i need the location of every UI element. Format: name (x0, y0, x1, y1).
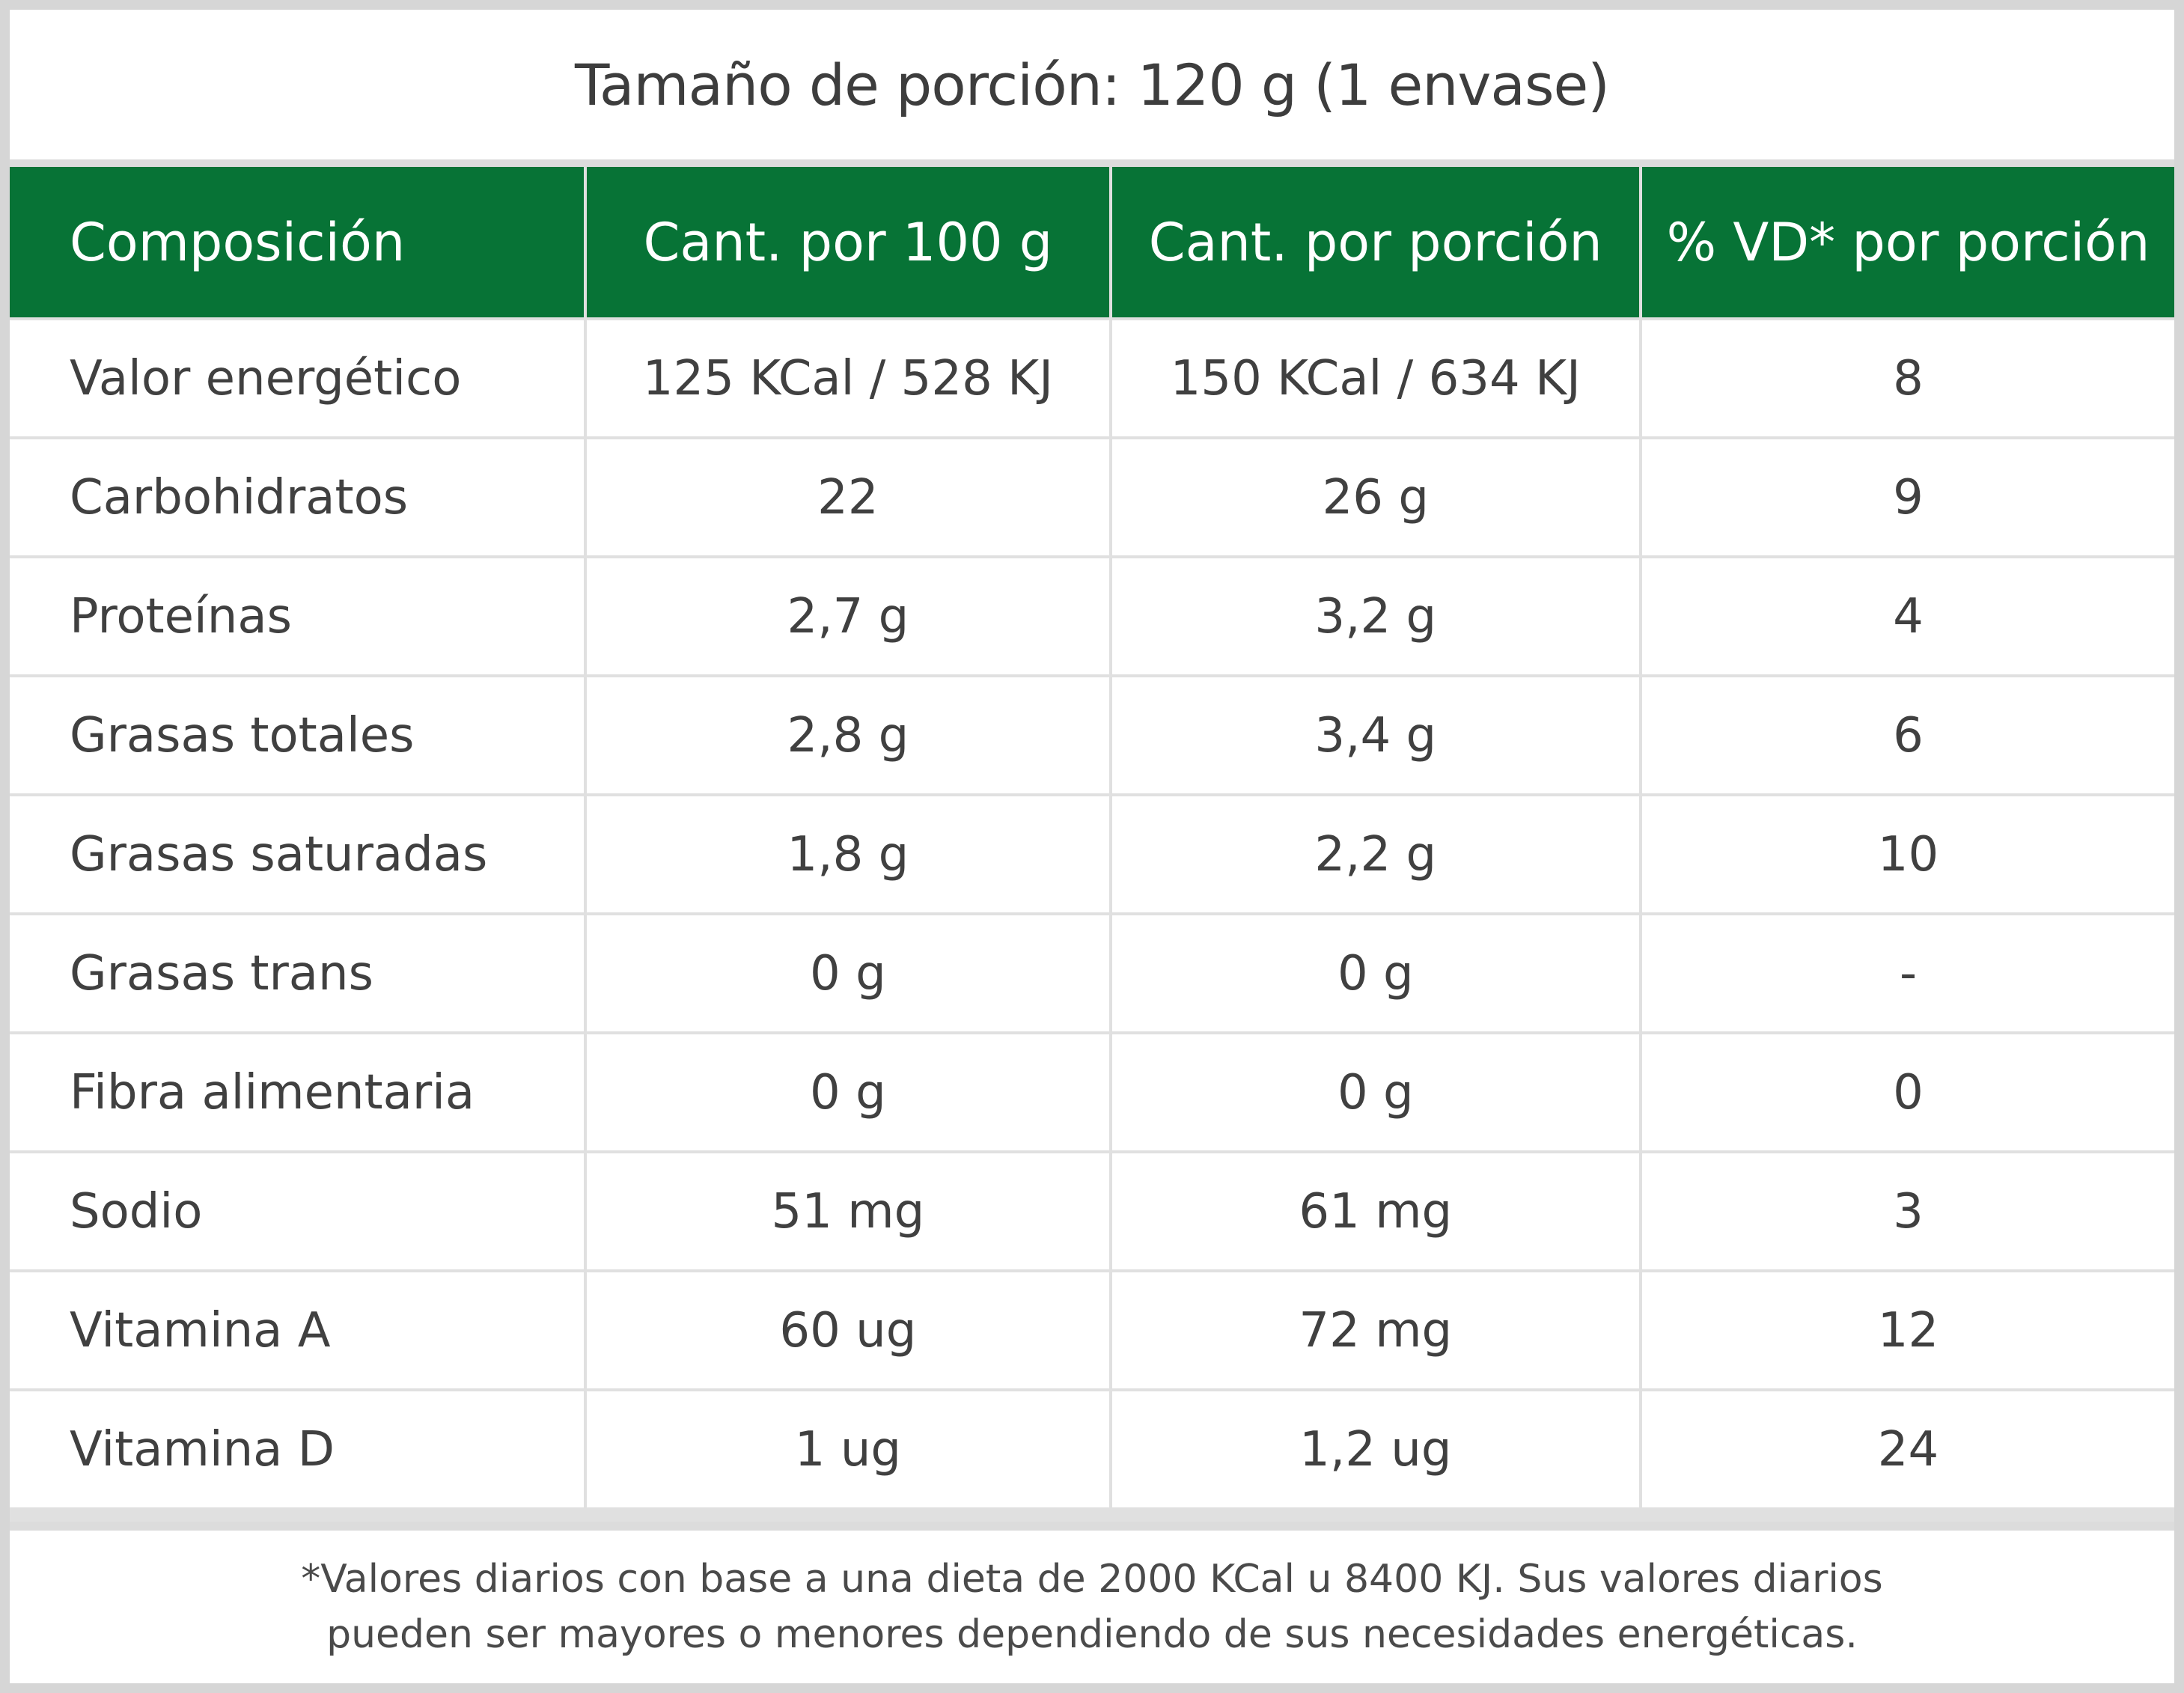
nutrient-name: Grasas trans (10, 915, 585, 1031)
nutrition-facts-panel: Tamaño de porción: 120 g (1 envase) Comp… (10, 10, 2174, 1683)
amount-per-serving: 3,4 g (1111, 677, 1639, 793)
amount-per-serving: 150 KCal / 634 KJ (1111, 320, 1639, 436)
table-row: Grasas saturadas 1,8 g 2,2 g 10 (10, 796, 2174, 912)
serving-size-title: Tamaño de porción: 120 g (1 envase) (575, 51, 1610, 118)
table-row: Grasas totales 2,8 g 3,4 g 6 (10, 677, 2174, 793)
amount-per-serving: 0 g (1111, 1034, 1639, 1150)
nutrient-name: Proteínas (10, 558, 585, 674)
table-header-row: Composición Cant. por 100 g Cant. por po… (10, 167, 2174, 317)
amount-per-serving: 3,2 g (1111, 558, 1639, 674)
daily-value-footnote: *Valores diarios con base a una dieta de… (10, 1531, 2174, 1683)
amount-per-serving: 0 g (1111, 915, 1639, 1031)
table-row: Fibra alimentaria 0 g 0 g 0 (10, 1034, 2174, 1150)
table-row: Proteínas 2,7 g 3,2 g 4 (10, 558, 2174, 674)
amount-per-serving: 26 g (1111, 439, 1639, 555)
nutrient-name: Vitamina D (10, 1391, 585, 1507)
table-row: Sodio 51 mg 61 mg 3 (10, 1153, 2174, 1269)
table-row: Vitamina D 1 ug 1,2 ug 24 (10, 1391, 2174, 1507)
amount-per-100g: 1 ug (587, 1391, 1109, 1507)
amount-per-100g: 2,7 g (587, 558, 1109, 674)
amount-per-serving: 2,2 g (1111, 796, 1639, 912)
column-header-per-100g: Cant. por 100 g (587, 167, 1109, 317)
daily-value-percent: - (1641, 915, 2174, 1031)
column-header-per-serving: Cant. por porción (1111, 167, 1639, 317)
footnote-line-1: *Valores diarios con base a una dieta de… (301, 1557, 1883, 1602)
amount-per-serving: 72 mg (1111, 1272, 1639, 1388)
amount-per-100g: 51 mg (587, 1153, 1109, 1269)
serving-size-header: Tamaño de porción: 120 g (1 envase) (10, 10, 2174, 159)
amount-per-100g: 2,8 g (587, 677, 1109, 793)
daily-value-percent: 3 (1641, 1153, 2174, 1269)
amount-per-100g: 0 g (587, 915, 1109, 1031)
nutrient-name: Valor energético (10, 320, 585, 436)
table-row: Carbohidratos 22 26 g 9 (10, 439, 2174, 555)
nutrient-name: Fibra alimentaria (10, 1034, 585, 1150)
nutrition-table: Composición Cant. por 100 g Cant. por po… (7, 164, 2177, 1510)
daily-value-percent: 6 (1641, 677, 2174, 793)
daily-value-percent: 4 (1641, 558, 2174, 674)
nutrient-name: Grasas saturadas (10, 796, 585, 912)
nutrient-name: Carbohidratos (10, 439, 585, 555)
daily-value-percent: 8 (1641, 320, 2174, 436)
nutrient-name: Vitamina A (10, 1272, 585, 1388)
table-row: Grasas trans 0 g 0 g - (10, 915, 2174, 1031)
amount-per-100g: 22 (587, 439, 1109, 555)
daily-value-percent: 12 (1641, 1272, 2174, 1388)
table-row: Vitamina A 60 ug 72 mg 12 (10, 1272, 2174, 1388)
amount-per-100g: 60 ug (587, 1272, 1109, 1388)
nutrition-table-container: Composición Cant. por 100 g Cant. por po… (10, 167, 2174, 1522)
amount-per-100g: 1,8 g (587, 796, 1109, 912)
amount-per-serving: 1,2 ug (1111, 1391, 1639, 1507)
amount-per-100g: 125 KCal / 528 KJ (587, 320, 1109, 436)
daily-value-percent: 24 (1641, 1391, 2174, 1507)
nutrient-name: Grasas totales (10, 677, 585, 793)
nutrient-name: Sodio (10, 1153, 585, 1269)
footnote-line-2: pueden ser mayores o menores dependiendo… (326, 1612, 1858, 1657)
daily-value-percent: 9 (1641, 439, 2174, 555)
amount-per-serving: 61 mg (1111, 1153, 1639, 1269)
table-row: Valor energético 125 KCal / 528 KJ 150 K… (10, 320, 2174, 436)
column-header-daily-value: % VD* por porción (1641, 167, 2174, 317)
daily-value-percent: 0 (1641, 1034, 2174, 1150)
daily-value-percent: 10 (1641, 796, 2174, 912)
amount-per-100g: 0 g (587, 1034, 1109, 1150)
column-header-composition: Composición (10, 167, 585, 317)
